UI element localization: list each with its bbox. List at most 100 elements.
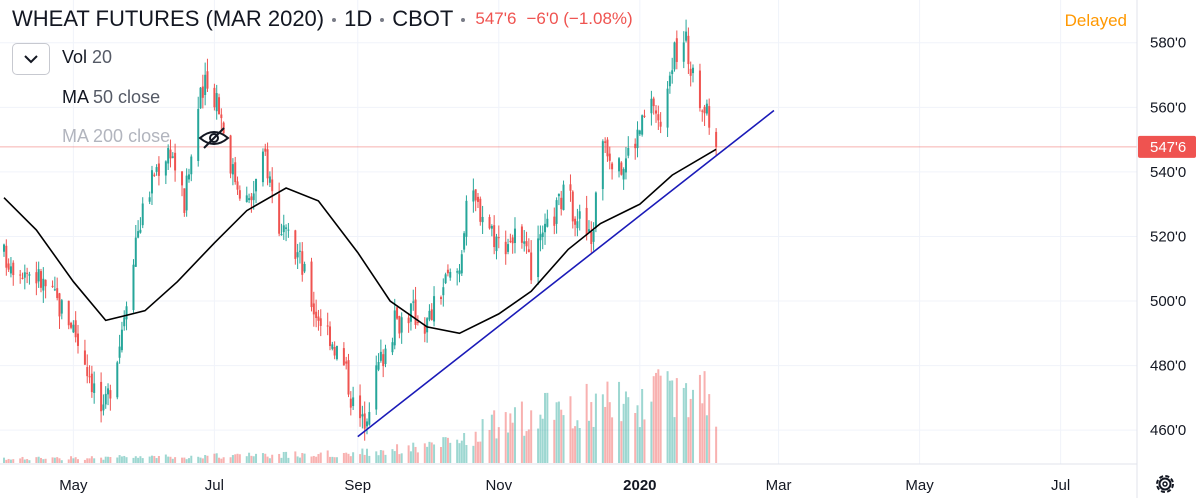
legend-ma200[interactable]: MA 200 close bbox=[62, 126, 170, 147]
candle-body bbox=[557, 193, 560, 197]
candle-body bbox=[204, 74, 207, 95]
volume-bar bbox=[26, 459, 29, 463]
exchange-label: CBOT bbox=[392, 6, 454, 31]
volume-bar bbox=[375, 451, 378, 463]
collapse-legend-button[interactable] bbox=[12, 43, 50, 75]
time-tick-label: Nov bbox=[485, 477, 512, 494]
candle-body bbox=[657, 114, 660, 121]
candle-body bbox=[379, 351, 382, 361]
candle-body bbox=[523, 241, 526, 244]
gear-icon[interactable] bbox=[1150, 470, 1180, 498]
price-change: −6'0 (−1.08%) bbox=[526, 9, 633, 28]
volume-bar bbox=[42, 459, 45, 463]
interval-label[interactable]: 1D bbox=[344, 6, 373, 31]
volume-bar bbox=[511, 422, 514, 463]
candle-body bbox=[643, 115, 646, 117]
candle-body bbox=[398, 315, 401, 334]
candle-body bbox=[51, 285, 54, 287]
volume-bar bbox=[102, 459, 105, 463]
candle-body bbox=[88, 376, 91, 378]
volume-bar bbox=[9, 459, 12, 463]
volume-bar bbox=[37, 456, 40, 463]
candle-body bbox=[107, 388, 110, 395]
volume-bar bbox=[139, 456, 142, 463]
volume-bar bbox=[148, 456, 151, 463]
candle-body bbox=[655, 110, 658, 114]
candle-body bbox=[157, 163, 160, 176]
candle-body bbox=[282, 225, 285, 233]
volume-bar bbox=[608, 402, 611, 463]
volume-bar bbox=[560, 409, 563, 463]
volume-bar bbox=[169, 456, 172, 463]
time-tick-label: 2020 bbox=[623, 477, 656, 494]
volume-bar bbox=[90, 456, 93, 463]
candle-body bbox=[155, 167, 158, 172]
price-axis: 460'0 480'0 500'0 520'0 540'0 560'0 580'0 bbox=[1150, 35, 1186, 439]
candle-body bbox=[116, 362, 119, 398]
candle-body bbox=[109, 390, 112, 399]
candle-body bbox=[26, 272, 29, 274]
separator-dot bbox=[332, 18, 337, 22]
volume-bar bbox=[164, 454, 167, 463]
volume-bar bbox=[19, 458, 22, 463]
candle-body bbox=[199, 87, 202, 109]
volume-bar bbox=[213, 453, 216, 463]
volume-bar bbox=[28, 460, 31, 463]
candle-body bbox=[42, 278, 45, 291]
volume-bar bbox=[689, 398, 692, 463]
volume-bar bbox=[701, 403, 704, 463]
volume-bar bbox=[342, 452, 345, 463]
candle-body bbox=[715, 131, 718, 147]
volume-bar bbox=[83, 459, 86, 463]
eye-off-icon[interactable] bbox=[197, 126, 231, 150]
candle-body bbox=[541, 232, 544, 238]
volume-bar bbox=[520, 401, 523, 463]
volume-bar bbox=[495, 438, 498, 463]
candle-body bbox=[44, 279, 47, 287]
candle-body bbox=[70, 322, 73, 328]
volume-bar bbox=[544, 392, 547, 463]
candle-body bbox=[439, 297, 442, 300]
volume-bar bbox=[245, 456, 248, 463]
candle-body bbox=[587, 229, 590, 232]
candle-body bbox=[280, 234, 283, 236]
volume-bar bbox=[93, 458, 96, 463]
volume-bar bbox=[652, 376, 655, 463]
symbol-title[interactable]: WHEAT FUTURES (MAR 2020) bbox=[12, 6, 325, 31]
candle-body bbox=[183, 188, 186, 213]
volume-bar bbox=[666, 371, 669, 463]
candle-body bbox=[298, 250, 301, 252]
volume-bar bbox=[488, 429, 491, 463]
candle-body bbox=[366, 421, 369, 427]
volume-bar bbox=[382, 450, 385, 463]
candle-body bbox=[238, 190, 241, 199]
volume-bar bbox=[444, 437, 447, 463]
candle-body bbox=[35, 272, 38, 284]
candle-body bbox=[426, 318, 429, 333]
candle-body bbox=[148, 197, 151, 202]
volume-bar bbox=[541, 418, 544, 463]
legend-ma50[interactable]: MA 50 close bbox=[62, 87, 160, 108]
candlestick-series bbox=[3, 19, 718, 441]
chevron-down-icon bbox=[24, 55, 38, 64]
candle-body bbox=[553, 216, 556, 226]
volume-bar bbox=[5, 459, 8, 463]
candle-body bbox=[361, 414, 364, 417]
volume-bar bbox=[67, 459, 70, 463]
volume-bar bbox=[315, 456, 318, 463]
candle-body bbox=[326, 325, 329, 327]
volume-bar bbox=[682, 387, 685, 463]
volume-bar bbox=[655, 372, 658, 463]
current-price-label: 547'6 bbox=[1138, 135, 1196, 158]
candle-body bbox=[416, 321, 419, 323]
volume-bar bbox=[555, 402, 558, 463]
volume-bar bbox=[333, 457, 336, 463]
candle-body bbox=[296, 252, 299, 258]
volume-bar bbox=[659, 375, 662, 463]
candle-body bbox=[345, 361, 348, 364]
candle-body bbox=[636, 129, 639, 149]
volume-bar bbox=[150, 455, 153, 463]
candle-body bbox=[234, 162, 237, 183]
legend-volume[interactable]: Vol 20 bbox=[62, 47, 112, 68]
